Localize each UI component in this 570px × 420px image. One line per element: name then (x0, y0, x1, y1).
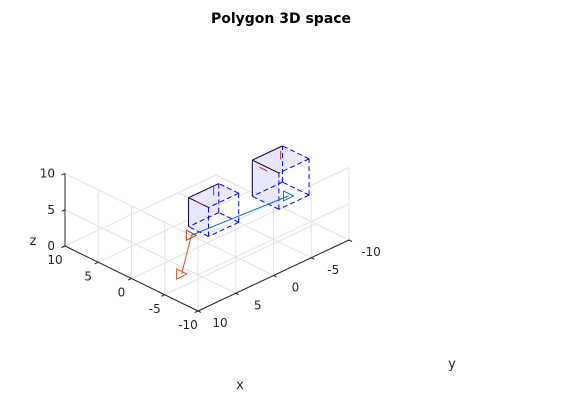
x-tick-label: -5 (149, 302, 161, 316)
normal-vector (259, 166, 268, 172)
polygon-edge (208, 221, 239, 237)
y-tick-label: -5 (327, 263, 339, 277)
polygon-face (252, 160, 279, 210)
y-axis-label: y (448, 357, 456, 372)
chart-title: Polygon 3D space (211, 11, 351, 27)
x-tick (127, 278, 132, 281)
z-tick-label: 0 (47, 239, 55, 253)
z-axis-label: z (30, 234, 37, 249)
ray-marker (185, 229, 198, 242)
grid-line (215, 174, 350, 241)
polygon-edge (252, 159, 280, 174)
ray-marker (176, 268, 188, 280)
x-tick-label: 5 (84, 269, 92, 283)
polygon-edge (218, 212, 239, 223)
grid-line (64, 209, 199, 276)
y-tick (311, 257, 315, 260)
y-tick-label: 0 (292, 281, 300, 295)
polygon-edge (282, 181, 310, 196)
ray-line (181, 235, 192, 275)
z-tick (61, 245, 66, 249)
x-tick (94, 261, 99, 265)
y-tick (197, 310, 202, 313)
polygon-edge (188, 226, 209, 237)
y-tick (235, 292, 239, 296)
grid-line (197, 203, 350, 276)
y-tick (348, 239, 353, 242)
polygon-edge (278, 194, 310, 210)
x-tick (161, 294, 165, 297)
y-tick (273, 275, 277, 278)
polygon-edge (252, 195, 280, 210)
chart-marks (176, 145, 310, 280)
y-tick-label: -10 (361, 245, 381, 259)
x-tick-label: 0 (118, 286, 126, 300)
polygon-face (188, 197, 209, 237)
x-tick (194, 310, 199, 314)
polygon-edge (278, 158, 310, 174)
polygon-edge (208, 192, 239, 208)
y-tick-label: 5 (254, 298, 262, 312)
polygon-edge (252, 181, 283, 197)
y-tick-label: 10 (212, 316, 227, 330)
z-tick-label: 5 (47, 203, 55, 217)
polygon-edge (188, 212, 219, 228)
x-axis-label: x (236, 378, 244, 393)
grid-line (64, 173, 199, 239)
polygon-edge (218, 183, 239, 194)
ray-marker (283, 190, 295, 202)
normal-vector (195, 200, 204, 206)
z-tick-label: 10 (40, 167, 55, 181)
x-tick-label: -10 (178, 318, 198, 332)
x-tick-label: 10 (47, 253, 62, 267)
z-tick (61, 173, 66, 176)
polygon-edge (252, 145, 283, 161)
ray-line (191, 195, 289, 236)
polygon-edge (188, 183, 219, 199)
polygon-edge (282, 145, 310, 160)
z-tick (61, 209, 66, 212)
